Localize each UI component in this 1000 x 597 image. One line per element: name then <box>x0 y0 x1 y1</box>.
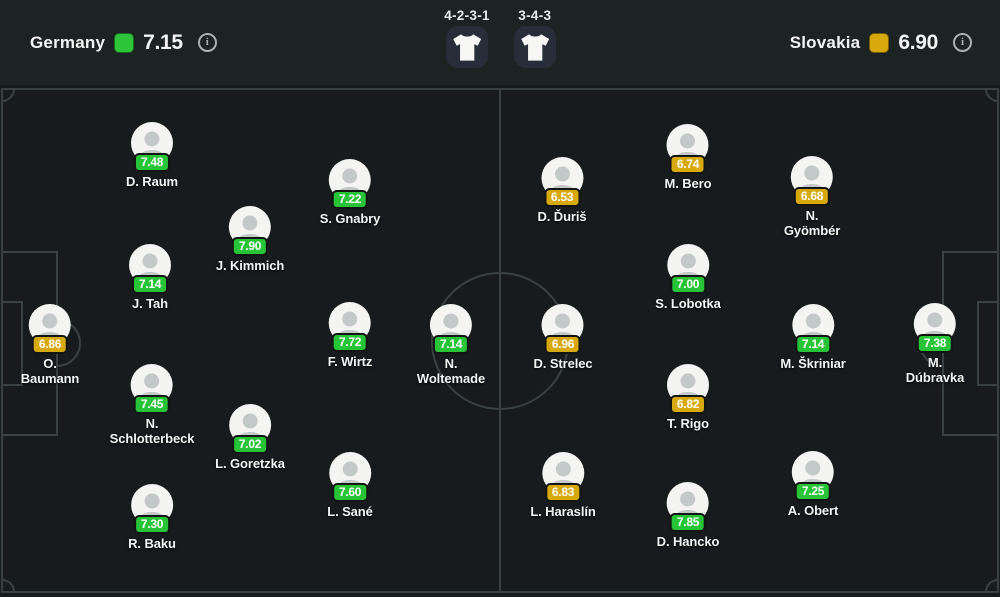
home-formation-label: 4-2-3-1 <box>444 8 490 23</box>
player-name: S. Lobotka <box>655 296 721 311</box>
player-rating-badge: 6.96 <box>544 335 581 354</box>
player-name: O. Baumann <box>20 356 80 386</box>
player-s-gnabry[interactable]: 7.22 S. Gnabry <box>319 159 381 227</box>
player-name: F. Wirtz <box>327 354 373 369</box>
player-rating-badge: 7.22 <box>331 190 368 209</box>
player-name: S. Gnabry <box>319 211 381 226</box>
player-o-baumann[interactable]: 6.86 O. Baumann <box>20 304 80 386</box>
info-icon[interactable]: i <box>197 33 217 52</box>
player-name: J. Kimmich <box>215 258 285 273</box>
player-name: N. Schlotterbeck <box>109 416 195 446</box>
player-n-gyömbér[interactable]: 6.68 N. Gyömbér <box>784 156 840 238</box>
player-name: L. Haraslín <box>530 504 596 519</box>
player-rating-badge: 7.48 <box>134 153 170 172</box>
player-d-ďuriš[interactable]: 6.53 D. Ďuriš <box>537 157 587 225</box>
home-jersey-icon <box>446 26 488 68</box>
player-rating-badge: 6.83 <box>545 483 581 502</box>
player-l-goretzka[interactable]: 7.02 L. Goretzka <box>215 404 285 472</box>
player-rating-badge: 7.60 <box>331 483 368 502</box>
player-name: D. Ďuriš <box>537 209 587 224</box>
player-name: M. Bero <box>664 176 712 191</box>
formations: 4-2-3-1 3-4-3 <box>444 8 556 68</box>
player-j-tah[interactable]: 7.14 J. Tah <box>129 244 171 312</box>
player-rating-badge: 6.68 <box>794 187 830 206</box>
player-rating-badge: 7.30 <box>133 515 170 534</box>
away-formation[interactable]: 3-4-3 <box>513 8 556 68</box>
player-rating-badge: 7.90 <box>231 237 268 256</box>
player-rating-badge: 6.86 <box>32 335 68 354</box>
player-rating-badge: 6.74 <box>669 155 706 174</box>
player-name: N. Gyömbér <box>783 208 841 238</box>
home-team-name: Germany <box>30 32 106 52</box>
player-rating-badge: 7.85 <box>669 513 706 532</box>
player-rating-badge: 6.82 <box>670 395 706 414</box>
player-rating-badge: 7.38 <box>916 334 953 353</box>
player-rating-badge: 7.45 <box>134 395 170 414</box>
home-rating-chip <box>114 32 135 53</box>
player-d-raum[interactable]: 7.48 D. Raum <box>126 122 178 190</box>
info-icon[interactable]: i <box>953 33 972 52</box>
player-rating-badge: 7.00 <box>669 275 706 294</box>
player-name: J. Tah <box>131 296 168 311</box>
player-l-haraslín[interactable]: 6.83 L. Haraslín <box>530 452 596 520</box>
player-rating-badge: 7.14 <box>433 335 469 354</box>
away-rating-chip <box>869 32 890 53</box>
player-t-rigo[interactable]: 6.82 T. Rigo <box>667 364 709 432</box>
player-n-woltemade[interactable]: 7.14 N. Woltemade <box>417 304 485 386</box>
player-n-schlotterbeck[interactable]: 7.45 N. Schlotterbeck <box>109 364 195 446</box>
away-team-rating: 6.90 <box>898 30 938 54</box>
player-rating-badge: 7.14 <box>132 275 168 294</box>
player-r-baku[interactable]: 7.30 R. Baku <box>128 484 176 552</box>
away-formation-label: 3-4-3 <box>518 8 552 23</box>
away-jersey-icon <box>513 26 556 68</box>
player-rating-badge: 6.53 <box>543 188 580 207</box>
player-name: D. Strelec <box>533 356 593 371</box>
player-name: A. Obert <box>787 503 839 518</box>
player-name: L. Goretzka <box>215 456 285 471</box>
player-name: R. Baku <box>128 536 176 551</box>
player-name: T. Rigo <box>667 416 709 431</box>
player-d-strelec[interactable]: 6.96 D. Strelec <box>534 304 593 372</box>
player-j-kimmich[interactable]: 7.90 J. Kimmich <box>216 206 284 274</box>
player-f-wirtz[interactable]: 7.72 F. Wirtz <box>327 302 373 370</box>
player-rating-badge: 7.25 <box>794 482 831 501</box>
pitch: 6.86 O. Baumann 7.48 D. Raum 7.14 J. Tah … <box>0 85 1000 597</box>
player-name: D. Hancko <box>656 534 720 549</box>
player-name: L. Sané <box>327 504 373 519</box>
pitch-markings <box>1 88 999 593</box>
header: Germany 7.15 i 4-2-3-1 3-4-3 Slovakia <box>0 0 1000 85</box>
away-team-block[interactable]: Slovakia 6.90 i <box>790 0 972 85</box>
away-team-name: Slovakia <box>789 32 861 52</box>
player-d-hancko[interactable]: 7.85 D. Hancko <box>656 482 720 550</box>
player-name: M. Dúbravka <box>905 355 965 385</box>
player-rating-badge: 7.72 <box>332 333 368 352</box>
player-a-obert[interactable]: 7.25 A. Obert <box>788 451 838 519</box>
player-name: N. Woltemade <box>416 356 486 386</box>
player-rating-badge: 7.02 <box>231 435 268 454</box>
player-rating-badge: 7.14 <box>795 335 831 354</box>
player-name: M. Škriniar <box>780 356 846 371</box>
player-l-sané[interactable]: 7.60 L. Sané <box>327 452 373 520</box>
home-team-rating: 7.15 <box>143 30 183 54</box>
home-formation[interactable]: 4-2-3-1 <box>444 8 490 68</box>
player-m-škriniar[interactable]: 7.14 M. Škriniar <box>780 304 846 372</box>
home-team-block[interactable]: Germany 7.15 i <box>30 0 217 85</box>
player-m-dúbravka[interactable]: 7.38 M. Dúbravka <box>906 303 964 385</box>
player-s-lobotka[interactable]: 7.00 S. Lobotka <box>655 244 721 312</box>
player-name: D. Raum <box>125 174 179 189</box>
player-m-bero[interactable]: 6.74 M. Bero <box>665 124 712 192</box>
